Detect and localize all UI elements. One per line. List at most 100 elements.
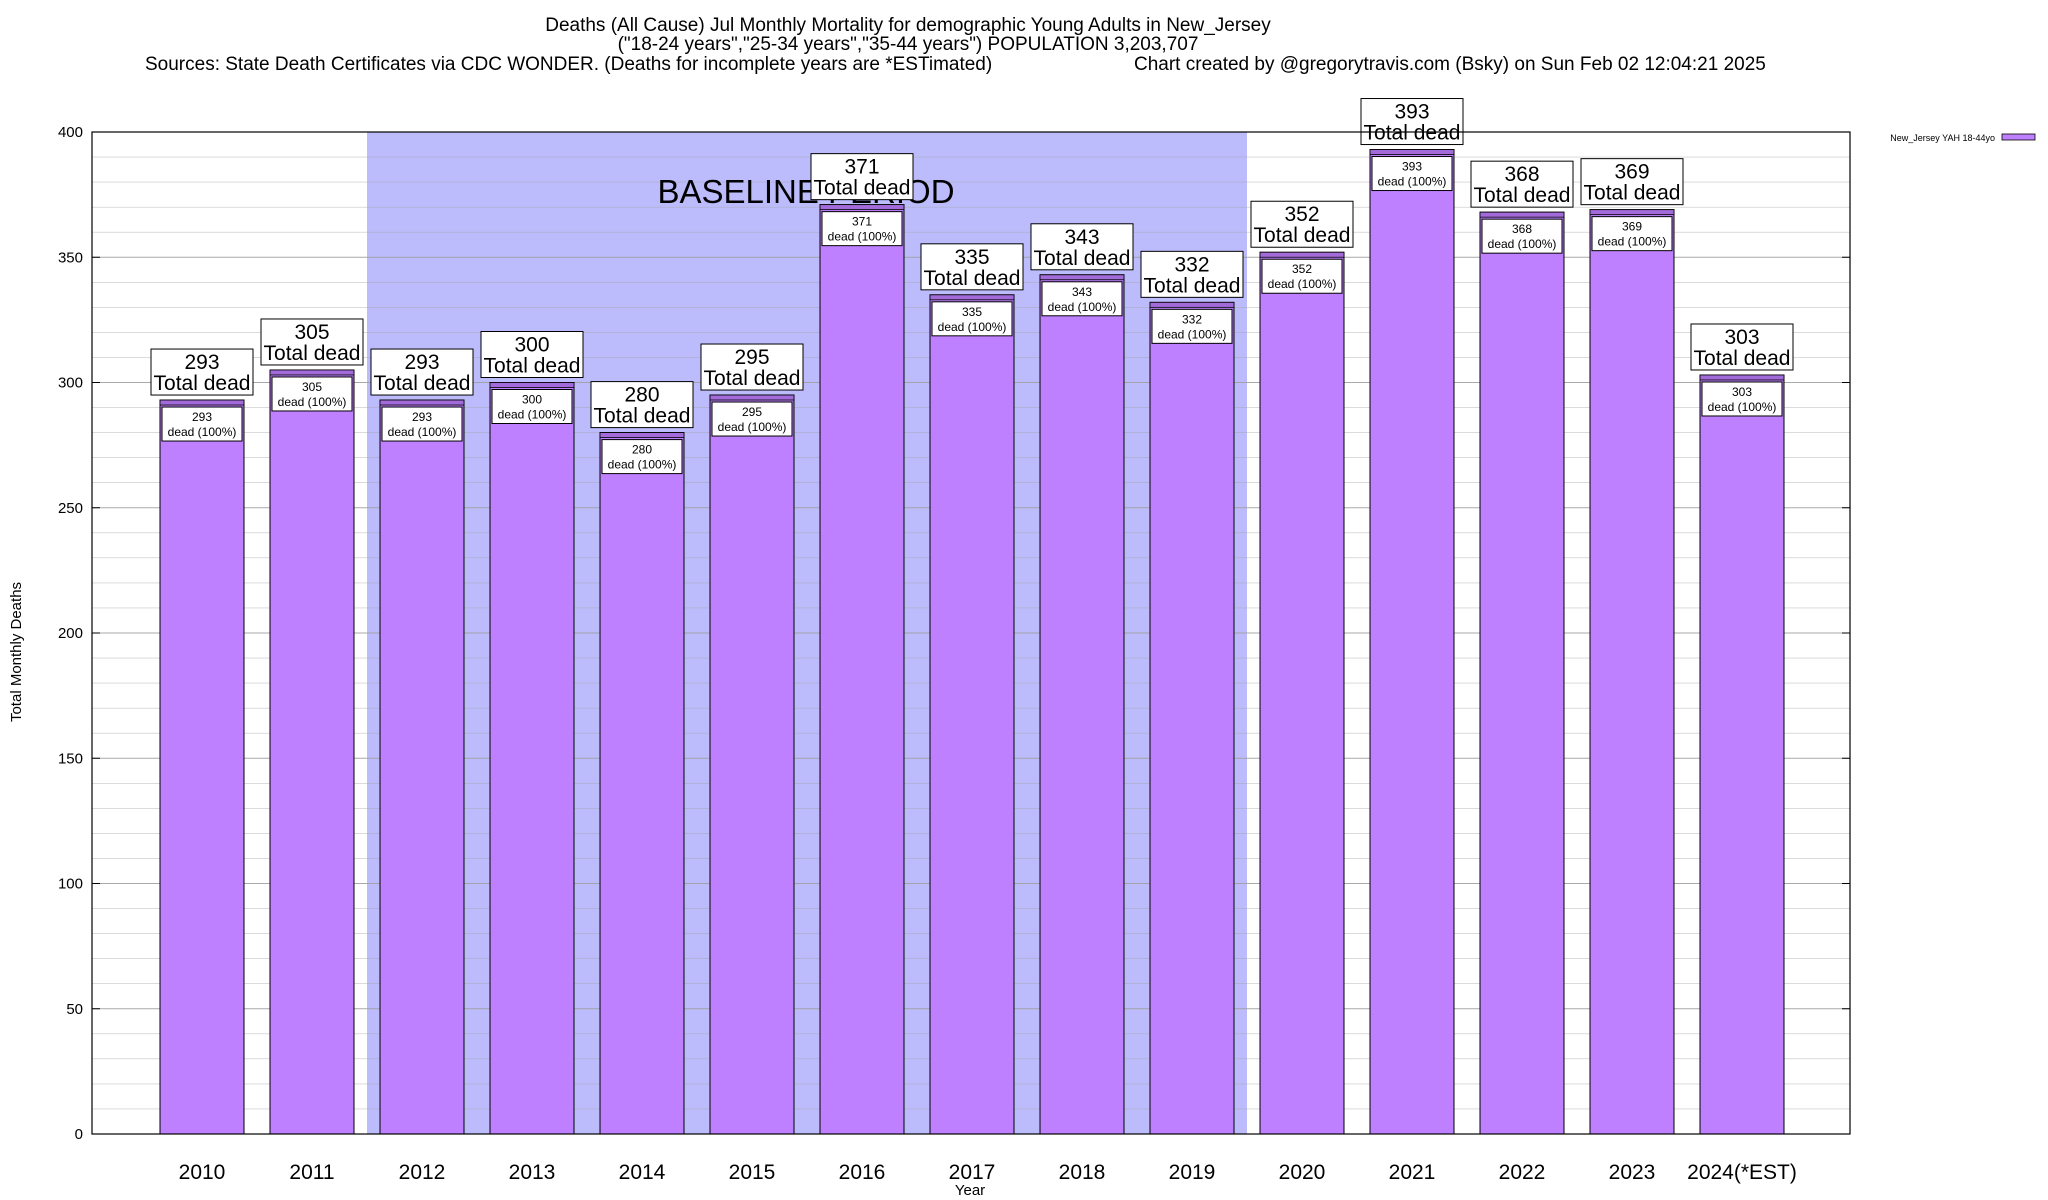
plot-frame — [91, 131, 1851, 1135]
bar-inner-label-box — [161, 406, 243, 442]
x-tick-label: 2019 — [1169, 1161, 1216, 1184]
bar-total-value: 393 — [1394, 101, 1429, 124]
x-tick-label: 2012 — [399, 1161, 446, 1184]
bar-total-text: Total dead — [594, 405, 691, 428]
bar-inner-text: dead (100%) — [498, 408, 567, 422]
bar-total-value: 369 — [1614, 161, 1649, 184]
bar-inner-label-box — [1591, 216, 1673, 252]
bar-inner-label-box — [1481, 218, 1563, 254]
bar-total-text: Total dead — [1364, 122, 1461, 145]
bar — [929, 294, 1015, 1135]
x-tick-label: 2013 — [509, 1161, 556, 1184]
y-axis-title: Total Monthly Deaths — [8, 582, 25, 722]
legend-label: New_Jersey YAH 18-44yo — [1890, 133, 1995, 143]
y-tick-label: 200 — [58, 625, 83, 642]
bar-total-value: 332 — [1174, 253, 1209, 276]
chart-credit-line: Chart created by @gregorytravis.com (Bsk… — [1134, 54, 1766, 75]
bar-cap — [1369, 149, 1455, 155]
bar — [819, 204, 905, 1135]
bar-inner-value: 369 — [1622, 220, 1642, 234]
bar-cap — [599, 432, 685, 439]
bar-total-label-box — [1140, 250, 1244, 298]
bar-total-value: 300 — [514, 334, 549, 357]
bar-total-value: 293 — [404, 351, 439, 374]
bar — [379, 399, 465, 1135]
bar-total-text: Total dead — [1474, 184, 1571, 207]
y-tick-label: 100 — [58, 876, 83, 893]
y-tick-label: 300 — [58, 375, 83, 392]
bar-total-label-box — [1030, 223, 1134, 271]
bar-total-label-box — [260, 318, 364, 366]
bar-inner-value: 393 — [1402, 160, 1422, 174]
x-tick-label: 2011 — [289, 1161, 334, 1184]
x-tick-label: 2022 — [1499, 1161, 1546, 1184]
bar-inner-value: 300 — [522, 393, 542, 407]
bar-cap — [269, 369, 355, 376]
bar-cap — [1589, 209, 1675, 216]
bar-cap — [709, 394, 795, 401]
legend: New_Jersey YAH 18-44yo — [1890, 133, 2036, 143]
bar-inner-text: dead (100%) — [828, 230, 897, 244]
bar-inner-text: dead (100%) — [938, 320, 1007, 334]
bar-total-value: 343 — [1064, 226, 1099, 249]
bar-total-text: Total dead — [814, 177, 911, 200]
bar-inner-text: dead (100%) — [1158, 327, 1227, 341]
bar-cap — [929, 294, 1015, 301]
bar-inner-label-box — [1151, 308, 1233, 344]
bar-inner-label-box — [1041, 281, 1123, 317]
bar-cap — [379, 399, 465, 406]
bar — [1369, 149, 1455, 1135]
bar-total-text: Total dead — [704, 367, 801, 390]
bar-inner-text: dead (100%) — [388, 425, 457, 439]
bar-total-value: 293 — [184, 351, 219, 374]
x-tick-label: 2010 — [179, 1161, 226, 1184]
chart-title-line-2: ("18-24 years","25-34 years","35-44 year… — [618, 34, 1199, 55]
bar — [1589, 209, 1675, 1135]
bar-inner-label-box — [1371, 156, 1453, 192]
x-tick-label: 2014 — [619, 1161, 666, 1184]
bar-inner-value: 293 — [192, 410, 212, 424]
bar-inner-text: dead (100%) — [1048, 300, 1117, 314]
x-tick-label: 2016 — [839, 1161, 886, 1184]
bar — [709, 394, 795, 1135]
bar-total-text: Total dead — [1144, 274, 1241, 297]
bar-inner-value: 280 — [632, 443, 652, 457]
x-tick-label: 2023 — [1609, 1161, 1656, 1184]
bar-total-label-box — [1580, 158, 1684, 206]
bar-total-text: Total dead — [374, 372, 471, 395]
bar-total-text: Total dead — [154, 372, 251, 395]
bar-cap — [489, 382, 575, 388]
bar-cap — [819, 204, 905, 211]
bar-total-value: 295 — [734, 346, 769, 369]
bar-inner-value: 293 — [412, 410, 432, 424]
bar-inner-text: dead (100%) — [608, 458, 677, 472]
bar-total-text: Total dead — [1584, 182, 1681, 205]
bar-total-label-box — [1360, 98, 1464, 146]
bar-inner-text: dead (100%) — [1598, 235, 1667, 249]
bar-total-text: Total dead — [484, 355, 581, 378]
bar-total-value: 303 — [1724, 326, 1759, 349]
bar — [1259, 251, 1345, 1135]
bar-inner-label-box — [601, 439, 683, 475]
bar-total-value: 335 — [954, 246, 989, 269]
bar-inner-label-box — [271, 376, 353, 412]
bar-total-text: Total dead — [1254, 224, 1351, 247]
bar-inner-value: 332 — [1182, 312, 1202, 326]
x-tick-label: 2024(*EST) — [1687, 1161, 1797, 1184]
y-tick-label: 350 — [58, 249, 83, 266]
bar — [1039, 274, 1125, 1135]
bar-inner-text: dead (100%) — [278, 395, 347, 409]
bar-inner-text: dead (100%) — [718, 420, 787, 434]
bar-cap — [1699, 374, 1785, 381]
x-tick-label: 2020 — [1279, 1161, 1326, 1184]
bar-total-label-box — [1250, 200, 1354, 248]
bar-inner-label-box — [1261, 258, 1343, 294]
bar-total-value: 368 — [1504, 163, 1539, 186]
bar-total-text: Total dead — [924, 267, 1021, 290]
chart-title-line-1: Deaths (All Cause) Jul Monthly Mortality… — [545, 15, 1271, 36]
x-tick-label: 2018 — [1059, 1161, 1106, 1184]
bar-total-label-box — [920, 243, 1024, 291]
bar-inner-value: 335 — [962, 305, 982, 319]
bar-inner-value: 368 — [1512, 222, 1532, 236]
